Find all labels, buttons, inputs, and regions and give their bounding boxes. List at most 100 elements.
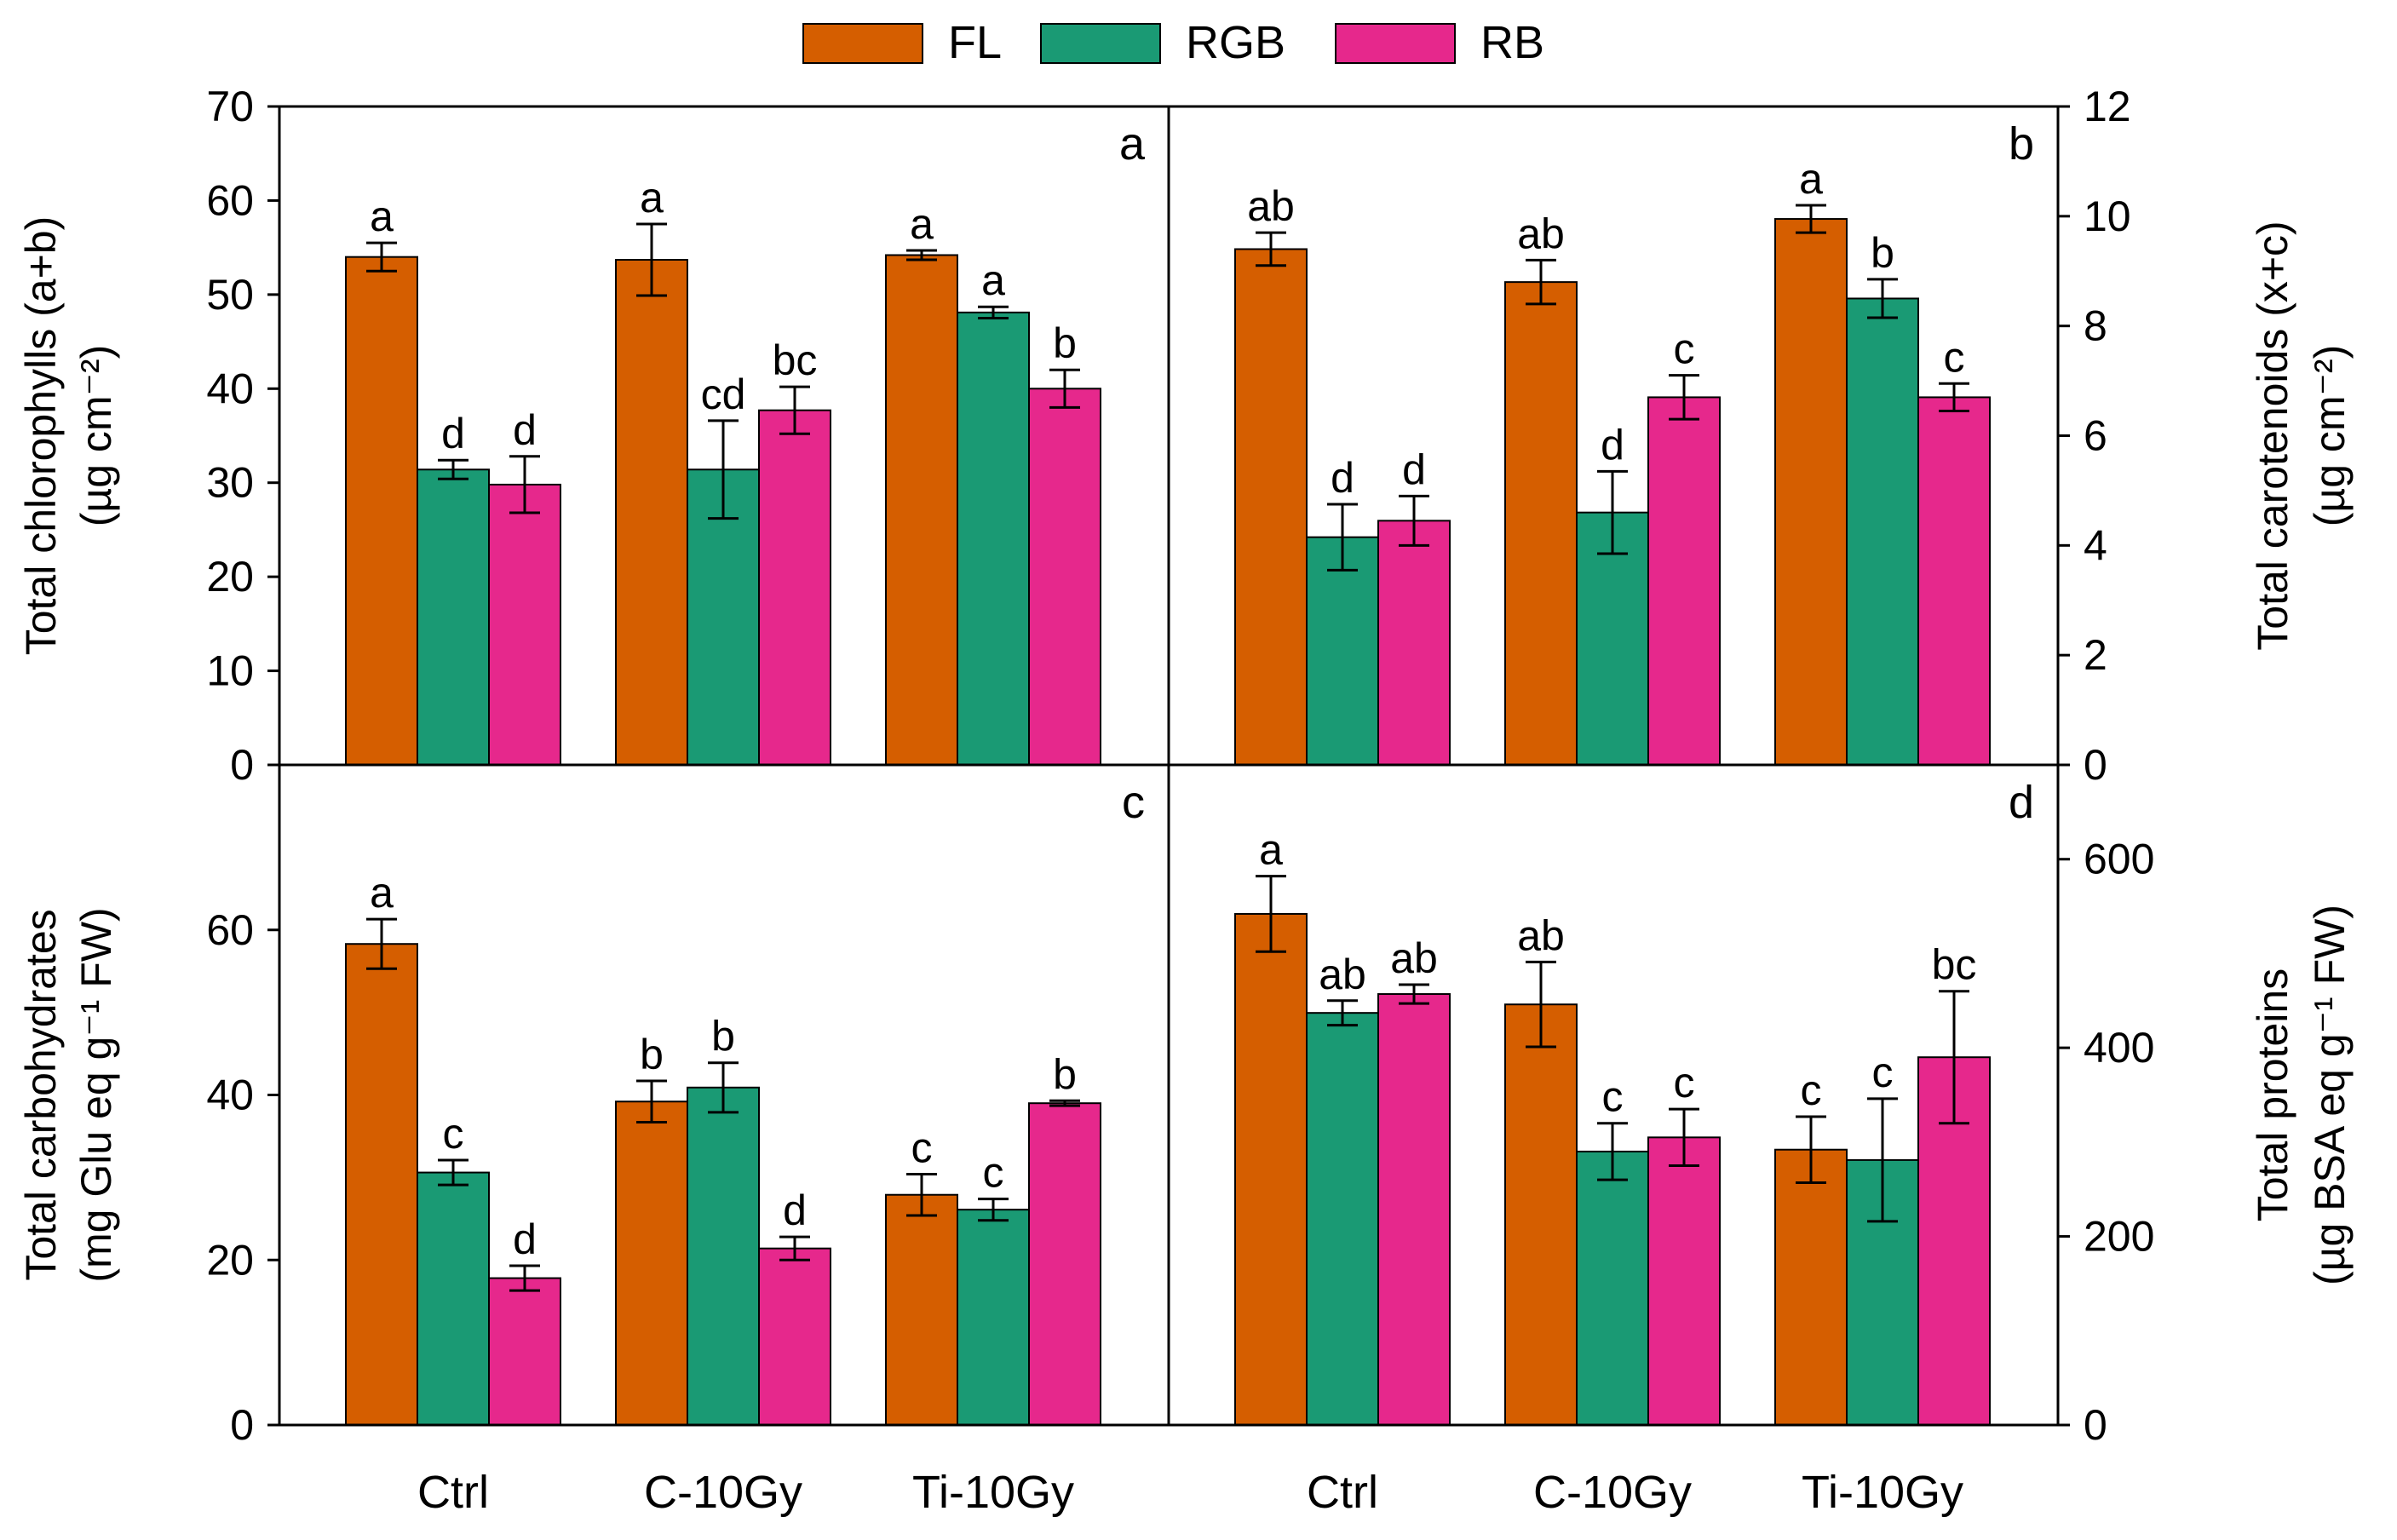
legend-swatch-FL [802, 23, 923, 64]
y-tick-label: 400 [2084, 1024, 2154, 1072]
bar-a-Ctrl-FL [345, 256, 418, 766]
significance-letter: c [911, 1124, 933, 1172]
significance-letter: c [983, 1149, 1004, 1197]
bar-d-C-10Gy-RGB [1576, 1150, 1649, 1427]
category-label-Ctrl: Ctrl [417, 1467, 489, 1518]
significance-letter: d [1331, 454, 1354, 502]
bar-d-Ctrl-RGB [1306, 1012, 1379, 1427]
y-axis-title-b: Total carotenoids (x+c) [2249, 221, 2296, 650]
significance-letter: b [1053, 319, 1077, 367]
bar-a-C-10Gy-RB [758, 409, 831, 766]
bar-c-Ti-10Gy-RGB [957, 1209, 1030, 1426]
significance-letter: bc [773, 336, 818, 384]
significance-letter: b [711, 1013, 735, 1060]
legend: FL RGB RB [802, 17, 1544, 68]
category-label-C-10Gy: C-10Gy [1533, 1467, 1692, 1518]
y-tick-label: 0 [2084, 1401, 2107, 1449]
y-axis-title-d: Total proteins [2249, 968, 2296, 1221]
bar-c-Ctrl-RB [488, 1277, 561, 1426]
category-label-Ctrl: Ctrl [1307, 1467, 1378, 1518]
panel-frames [278, 105, 2060, 1427]
significance-letter: d [783, 1187, 807, 1234]
y-tick-label: 20 [206, 1236, 254, 1284]
y-tick-label: 50 [206, 271, 254, 319]
y-tick-label: 0 [230, 741, 254, 789]
bar-b-Ti-10Gy-RB [1917, 396, 1991, 766]
significance-letter: bc [1932, 941, 1977, 989]
legend-label-RGB: RGB [1186, 17, 1285, 68]
bar-a-Ctrl-RGB [417, 468, 490, 766]
bar-a-Ti-10Gy-RB [1028, 388, 1101, 766]
significance-letter: d [513, 406, 537, 454]
significance-letter: c [1674, 1059, 1695, 1106]
bar-a-Ti-10Gy-RGB [957, 311, 1030, 766]
bar-a-Ti-10Gy-FL [885, 254, 958, 766]
bar-b-Ctrl-FL [1234, 248, 1308, 766]
significance-letter: a [1799, 155, 1823, 203]
x-axis-category-labels: Ctrl C-10Gy Ti-10Gy Ctrl C-10Gy Ti-10Gy [417, 1467, 1963, 1518]
significance-letter: c [1944, 333, 1965, 381]
bar-d-Ctrl-FL [1234, 912, 1308, 1426]
bar-b-Ctrl-RB [1377, 520, 1451, 766]
y-tick-label: 10 [206, 647, 254, 695]
significance-letter: a [640, 174, 664, 221]
significance-letter: c [1674, 325, 1695, 373]
significance-letter: a [370, 192, 394, 240]
panel-letter-b: b [2009, 118, 2034, 170]
significance-letter: b [1871, 229, 1894, 277]
y-tick-label: 60 [206, 176, 254, 224]
significance-letter: a [1259, 826, 1283, 874]
significance-letter: a [981, 256, 1005, 304]
bar-c-C-10Gy-RGB [687, 1086, 760, 1426]
y-tick-label: 60 [206, 906, 254, 954]
y-tick-label: 70 [206, 83, 254, 130]
significance-letter: b [1053, 1050, 1077, 1098]
significance-letter: d [513, 1215, 537, 1263]
bar-b-C-10Gy-RB [1647, 396, 1721, 766]
y-axis-unit-d: (µg BSA eq g⁻¹ FW) [2306, 905, 2354, 1285]
significance-letter: ab [1319, 951, 1366, 998]
bar-c-Ctrl-RGB [417, 1171, 490, 1426]
category-label-Ti-10Gy: Ti-10Gy [912, 1467, 1074, 1518]
y-tick-label: 0 [2084, 741, 2107, 789]
panel-letter-c: c [1122, 777, 1145, 828]
significance-letter: d [1601, 421, 1624, 468]
y-axis-title-a: Total chlorophylls (a+b) [17, 216, 65, 656]
significance-letter: cd [701, 371, 746, 418]
bar-c-Ti-10Gy-RB [1028, 1102, 1101, 1426]
significance-letter: c [1602, 1073, 1624, 1121]
bar-c-C-10Gy-FL [615, 1100, 688, 1426]
significance-letter: ab [1517, 210, 1565, 257]
bar-d-C-10Gy-FL [1504, 1003, 1578, 1426]
significance-letter: c [1872, 1049, 1894, 1096]
significance-letter: b [640, 1031, 664, 1078]
panel-letter-d: d [2009, 777, 2034, 828]
y-axis-unit-b: (µg cm⁻²) [2306, 345, 2354, 527]
bar-b-C-10Gy-FL [1504, 281, 1578, 766]
panel-letter-a: a [1119, 118, 1146, 170]
bar-d-Ctrl-RB [1377, 993, 1451, 1427]
y-tick-label: 20 [206, 553, 254, 600]
bar-a-Ctrl-RB [488, 483, 561, 766]
bar-c-C-10Gy-RB [758, 1247, 831, 1426]
significance-letter: a [910, 200, 934, 248]
y-tick-label: 600 [2084, 836, 2154, 883]
bar-c-Ti-10Gy-FL [885, 1193, 958, 1426]
panel-c: a b c c b c d d b 0 20 40 60 c Total carbohydrates (mg … [17, 777, 1145, 1449]
legend-label-FL: FL [948, 17, 1002, 68]
bar-d-Ti-10Gy-FL [1774, 1148, 1848, 1426]
significance-letter: ab [1247, 182, 1295, 230]
y-axis-unit-c: (mg Glu eq g⁻¹ FW) [72, 907, 120, 1282]
category-label-Ti-10Gy: Ti-10Gy [1802, 1467, 1963, 1518]
category-label-C-10Gy: C-10Gy [644, 1467, 802, 1518]
significance-letter: c [1801, 1066, 1822, 1114]
bar-d-C-10Gy-RB [1647, 1136, 1721, 1426]
y-tick-label: 12 [2084, 83, 2131, 130]
significance-letter: d [1402, 445, 1426, 493]
significance-letter: d [441, 410, 465, 457]
legend-label-RB: RB [1480, 17, 1544, 68]
legend-swatch-RGB [1040, 23, 1161, 64]
